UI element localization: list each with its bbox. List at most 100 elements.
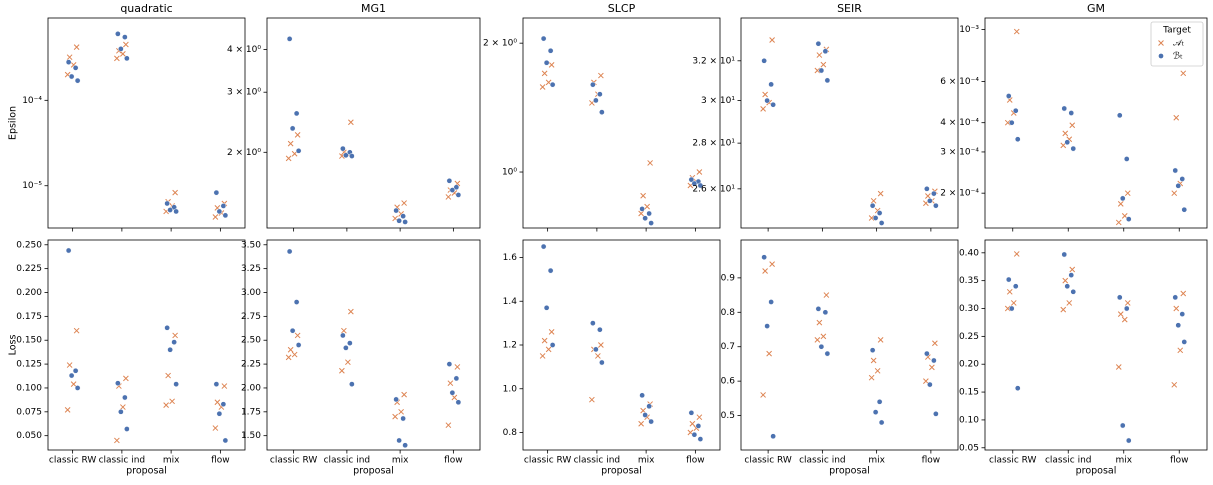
point-a (73, 327, 80, 334)
point-b (220, 401, 227, 408)
axes-frame (266, 17, 481, 229)
y-tick-label: 0.250 (16, 240, 42, 250)
y-tick-label: 0.9 (721, 273, 736, 283)
point-b (876, 398, 883, 405)
point-a (766, 350, 772, 357)
point-b (402, 442, 408, 449)
point-a (760, 392, 766, 398)
point-b (1119, 422, 1126, 429)
y-tick-label: 0.125 (16, 360, 42, 370)
point-a (392, 413, 398, 420)
point-a (1115, 364, 1122, 370)
point-a (1069, 266, 1076, 273)
x-tick-label: classic ind (324, 456, 371, 466)
point-b (697, 182, 704, 189)
point-a (66, 362, 73, 368)
y-tick-label: 10⁰ (502, 168, 517, 178)
y-tick-label: 1.0 (503, 384, 518, 394)
point-b (1068, 110, 1075, 116)
y-tick-label: 0.40 (959, 248, 979, 258)
point-a (644, 203, 650, 210)
y-tick-label: 0.225 (16, 264, 42, 274)
point-a (1013, 28, 1020, 35)
axes-frame (740, 239, 959, 451)
point-b (164, 324, 170, 331)
point-b (446, 361, 453, 367)
y-tick-label: 3.2 × 10¹ (692, 56, 735, 66)
point-b (549, 81, 556, 88)
point-b (115, 380, 121, 387)
point-b (818, 343, 825, 350)
legend-title: Target (1162, 26, 1191, 36)
point-a (1060, 306, 1067, 313)
point-a (696, 169, 703, 175)
point-b (590, 81, 596, 88)
y-tick-label: 10⁻⁴ (22, 96, 42, 106)
point-b (122, 34, 128, 40)
point-b (1125, 437, 1132, 444)
y-tick-label: 0.15 (959, 388, 979, 398)
point-b (295, 342, 302, 348)
y-tick-label: 3 × 10¹ (701, 96, 735, 106)
point-b (768, 81, 774, 88)
point-b (453, 184, 460, 191)
point-b (1175, 322, 1182, 329)
axes-frame (522, 17, 721, 229)
point-a (539, 84, 546, 90)
point-b (688, 176, 695, 183)
point-a (1180, 70, 1187, 77)
point-b (340, 145, 346, 152)
y-tick-label: 0.175 (16, 312, 42, 322)
x-axis-label: proposal (829, 466, 870, 477)
point-a (447, 380, 454, 387)
y-tick-label: 3 × 10⁻⁴ (940, 147, 979, 157)
point-a (221, 383, 228, 389)
panel-title: MG1 (361, 2, 386, 15)
point-a (120, 50, 126, 57)
point-b (822, 309, 829, 316)
y-tick-label: 0.8 (503, 428, 518, 438)
y-tick-label: 10⁻³ (959, 25, 979, 35)
point-a (1069, 122, 1076, 129)
point-b (593, 97, 599, 104)
point-a (120, 404, 126, 410)
point-a (163, 402, 169, 408)
point-a (1173, 114, 1180, 121)
y-tick-label: 0.35 (959, 276, 979, 286)
point-b (818, 67, 825, 74)
point-b (449, 389, 456, 396)
point-a (814, 336, 821, 343)
point-b (118, 408, 124, 415)
point-a (877, 336, 884, 343)
point-b (393, 396, 399, 403)
point-b (1068, 272, 1075, 278)
point-b (927, 381, 933, 388)
x-axis-label: proposal (601, 466, 642, 477)
legend-marker (1158, 40, 1164, 46)
point-b (770, 101, 776, 108)
point-b (1179, 176, 1186, 182)
point-b (1061, 105, 1068, 112)
point-a (114, 55, 120, 62)
point-b (455, 399, 462, 406)
y-tick-label: 2.6 × 10¹ (692, 184, 735, 194)
point-a (348, 119, 354, 126)
point-a (1121, 316, 1128, 323)
point-b (549, 342, 556, 348)
x-tick-label: flow (211, 456, 230, 466)
point-a (1124, 190, 1131, 197)
axes-frame (47, 239, 246, 451)
point-a (638, 210, 644, 217)
point-a (1124, 300, 1131, 306)
x-axis-label: proposal (126, 466, 167, 477)
point-b (646, 403, 652, 410)
y-tick-label: 3.25 (241, 264, 261, 274)
point-a (647, 160, 653, 166)
point-a (451, 394, 458, 401)
point-b (824, 350, 831, 357)
x-tick-label: mix (1115, 456, 1132, 466)
y-tick-label: 1.75 (241, 407, 261, 417)
point-b (455, 192, 462, 198)
point-b (543, 59, 550, 66)
legend-box (1150, 21, 1204, 67)
